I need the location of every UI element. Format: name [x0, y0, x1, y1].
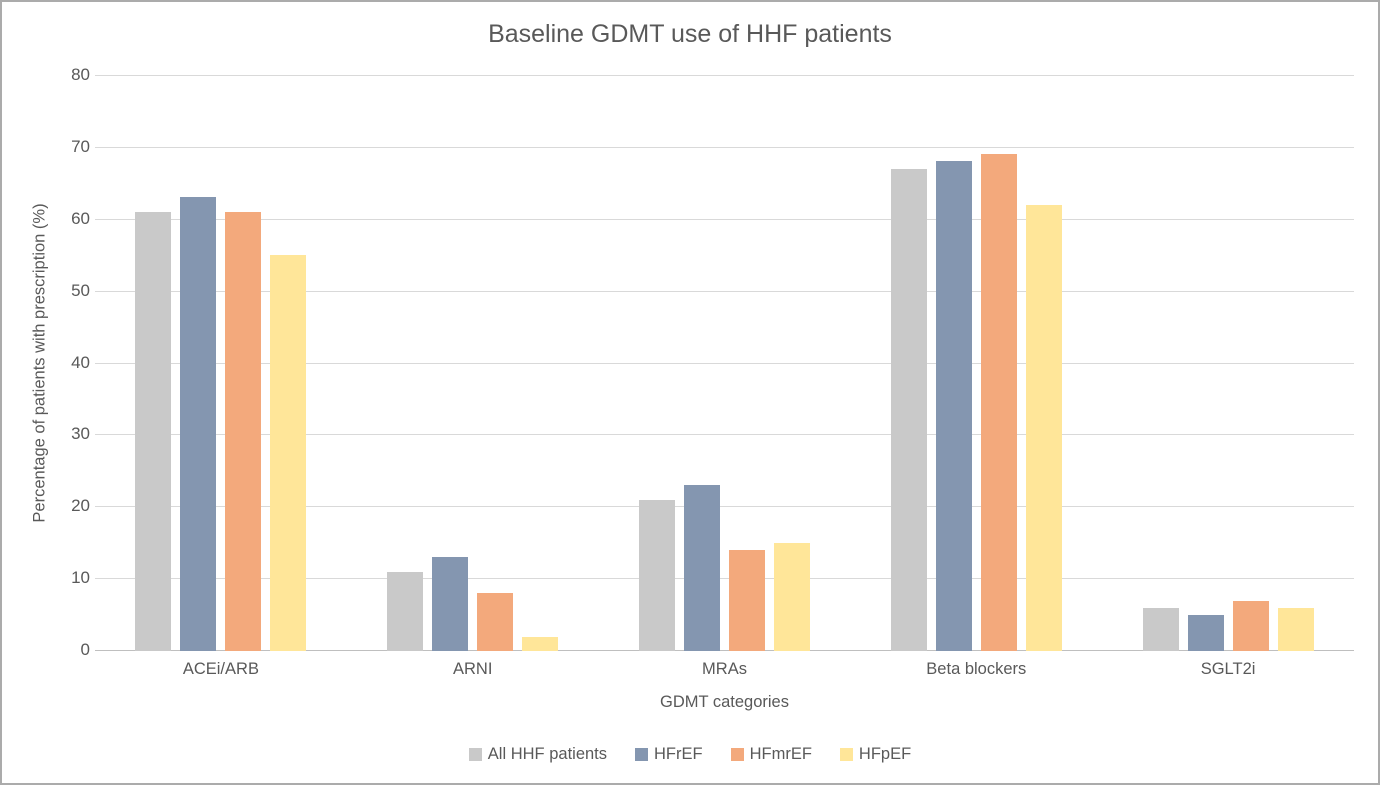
- gridline-80: [95, 75, 1354, 76]
- bar-hfpef-arni: [522, 636, 559, 651]
- bar-hfref-sglt2i: [1187, 615, 1224, 651]
- gridline-50: [95, 290, 1354, 292]
- bar-hfmref-sglt2i: [1232, 600, 1269, 651]
- y-tick-label-50: 50: [71, 280, 90, 300]
- bar-hfmref-beta-blockers: [980, 154, 1017, 651]
- chart-title: Baseline GDMT use of HHF patients: [488, 20, 892, 48]
- gridline-30: [95, 434, 1354, 436]
- bar-hfref-arni: [432, 557, 469, 651]
- bar-groups: [95, 75, 1354, 651]
- bar-hfmref-arni: [477, 593, 514, 651]
- y-tick-label-30: 30: [71, 424, 90, 444]
- bar-hfmref-mras: [728, 550, 765, 651]
- y-tick-label-10: 10: [71, 568, 90, 588]
- y-tick-label-0: 0: [80, 640, 90, 659]
- bar-hfmref-acei-arb: [225, 211, 262, 651]
- legend-item-all-hhf-patients: All HHF patients: [468, 745, 608, 764]
- x-category-label-mras: MRAs: [702, 660, 747, 678]
- legend-color-swatch-hfmref: [730, 748, 744, 761]
- legend-color-swatch-all-hhf-patients: [468, 748, 482, 761]
- gridlines: [95, 75, 1354, 651]
- legend-label-hfmref: HFmrEF: [749, 745, 812, 763]
- legend-label-hfref: HFrEF: [654, 745, 703, 763]
- x-axis-line: [95, 650, 1354, 651]
- gridline-40: [95, 362, 1354, 364]
- bar-group-acei-arb: [95, 75, 347, 651]
- gridline-10: [95, 578, 1354, 580]
- x-axis-category-labels: ACEi/ARB ARNI MRAs Beta blockers SGLT2i: [95, 660, 1354, 679]
- bar-all-hhf-patients-acei-arb: [135, 211, 172, 651]
- bar-group-mras: [599, 75, 851, 651]
- x-category-label-acei-arb: ACEi/ARB: [182, 660, 259, 678]
- legend-color-swatch-hfpef: [839, 748, 853, 761]
- legend: All HHF patients HFrEF HFmrEF HFpEF: [2, 745, 1378, 764]
- bar-hfpef-mras: [773, 543, 810, 651]
- bar-hfpef-acei-arb: [270, 255, 307, 651]
- y-tick-label-70: 70: [71, 136, 90, 156]
- gridline-70: [95, 146, 1354, 148]
- gridline-60: [95, 218, 1354, 220]
- plot-area: [95, 75, 1354, 651]
- legend-label-hfpef: HFpEF: [858, 745, 912, 763]
- y-tick-label-80: 80: [71, 65, 90, 84]
- legend-label-all-hhf-patients: All HHF patients: [487, 745, 608, 763]
- x-category-label-sglt2i: SGLT2i: [1200, 660, 1256, 678]
- bar-hfpef-beta-blockers: [1025, 204, 1062, 651]
- bar-group-arni: [347, 75, 599, 651]
- bar-group-sglt2i: [1102, 75, 1354, 651]
- y-tick-label-40: 40: [71, 352, 90, 372]
- bar-all-hhf-patients-arni: [387, 571, 424, 651]
- y-axis-tick-labels: 0 10 20 30 40 50 60 70 80: [42, 65, 90, 659]
- legend-item-hfpef: HFpEF: [839, 745, 912, 764]
- bar-hfpef-sglt2i: [1277, 607, 1314, 651]
- legend-item-hfmref: HFmrEF: [730, 745, 812, 764]
- y-tick-label-20: 20: [71, 496, 90, 516]
- gridline-20: [95, 506, 1354, 508]
- legend-item-hfref: HFrEF: [635, 745, 703, 764]
- y-tick-label-60: 60: [71, 208, 90, 228]
- legend-color-swatch-hfref: [635, 748, 649, 761]
- x-axis-title: GDMT categories: [660, 693, 789, 711]
- bar-all-hhf-patients-sglt2i: [1142, 607, 1179, 651]
- bar-all-hhf-patients-mras: [638, 499, 675, 651]
- x-category-label-arni: ARNI: [452, 660, 493, 678]
- x-category-label-beta-blockers: Beta blockers: [926, 660, 1027, 678]
- bar-hfref-mras: [683, 485, 720, 651]
- bar-hfref-acei-arb: [180, 197, 217, 651]
- bar-hfref-beta-blockers: [935, 161, 972, 651]
- bar-all-hhf-patients-beta-blockers: [890, 168, 927, 651]
- bar-group-beta-blockers: [850, 75, 1102, 651]
